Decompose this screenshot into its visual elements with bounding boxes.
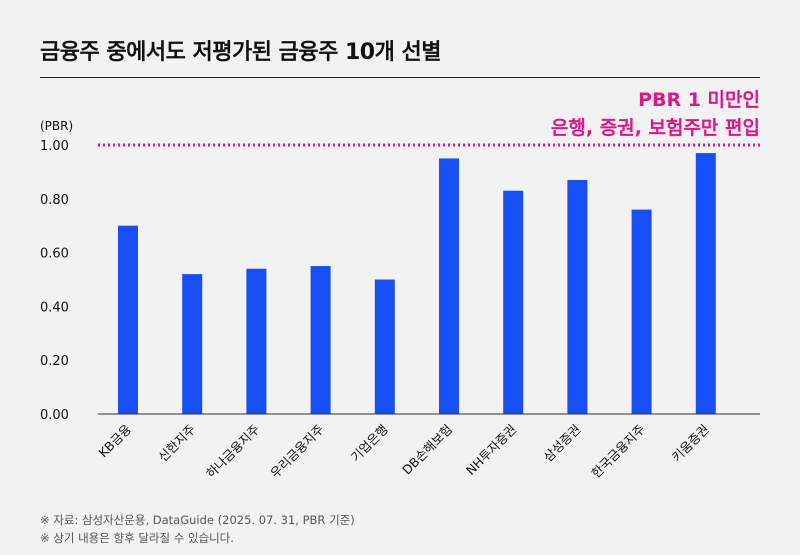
footnote-disclaimer: ※ 상기 내용은 향후 달라질 수 있습니다. <box>40 531 234 545</box>
bar-2 <box>182 274 203 414</box>
bar-chart: (PBR) 0.00 0.20 0.40 0.60 0.80 1.00 KB금융 신한지주 하나… <box>40 119 760 481</box>
reference-annotation: PBR 1 미만인 은행, 증권, 보험주만 편입 <box>551 86 760 142</box>
bar-8 <box>567 179 588 414</box>
bar-10 <box>695 153 716 414</box>
y-tick-label: 0.00 <box>40 408 69 423</box>
x-tick-label: NH투자증권 <box>463 422 519 478</box>
annotation-line-1: PBR 1 미만인 <box>638 89 760 111</box>
bar-5 <box>374 279 395 414</box>
bar-9 <box>631 209 652 414</box>
bar-4 <box>310 266 331 414</box>
y-tick-label: 0.60 <box>40 247 69 262</box>
x-tick-label: 신한지주 <box>155 422 198 465</box>
x-tick-label: 우리금융지주 <box>267 422 326 481</box>
footnote-source: ※ 자료: 삼성자산운용, DataGuide (2025. 07. 31, P… <box>40 513 355 527</box>
footnotes: ※ 자료: 삼성자산운용, DataGuide (2025. 07. 31, P… <box>40 511 355 547</box>
x-tick-label: 삼성증권 <box>540 422 583 465</box>
y-axis-label: (PBR) <box>40 119 73 133</box>
x-tick-label: KB금융 <box>95 422 134 461</box>
y-tick-label: 0.40 <box>40 300 69 315</box>
bar-7 <box>503 190 524 414</box>
y-tick-label: 1.00 <box>40 139 69 154</box>
y-tick-label: 0.20 <box>40 354 69 369</box>
bar-1 <box>118 225 138 414</box>
bar-6 <box>439 158 459 414</box>
title-divider <box>40 77 760 78</box>
x-tick-label: 키움증권 <box>669 422 712 465</box>
bar-3 <box>246 268 267 414</box>
x-tick-label: 한국금융지주 <box>588 422 647 481</box>
x-tick-label: 하나금융지주 <box>203 422 262 481</box>
annotation-line-2: 은행, 증권, 보험주만 편입 <box>550 117 760 139</box>
x-tick-label: 기업은행 <box>348 422 391 465</box>
x-tick-label: DB손해보험 <box>399 422 455 478</box>
y-tick-label: 0.80 <box>40 193 69 208</box>
chart-title: 금융주 중에서도 저평가된 금융주 10개 선별 <box>40 40 442 65</box>
